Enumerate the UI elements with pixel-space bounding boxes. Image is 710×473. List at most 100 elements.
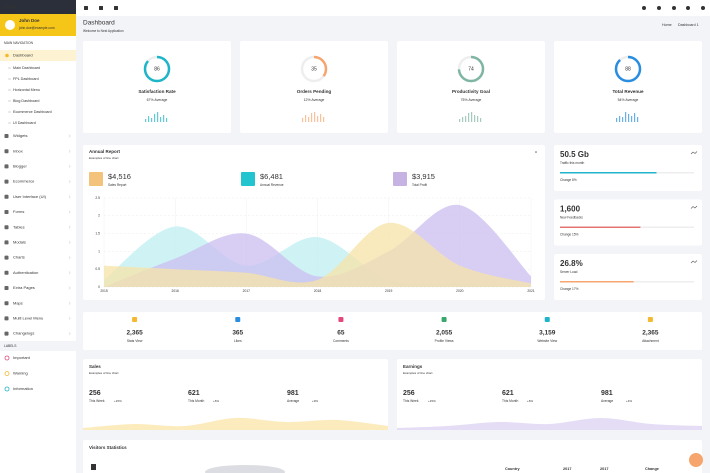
nav-item[interactable]: Dashboard [13, 53, 33, 58]
card [554, 199, 702, 246]
toolbar-icon[interactable] [642, 6, 646, 10]
chevron [68, 210, 71, 214]
kpi-title: Satisfaction Rate [138, 89, 176, 94]
breadcrumb[interactable]: Home [662, 23, 672, 27]
submenu-item[interactable]: Blog Dashboard [13, 99, 39, 103]
counter-label: Attachment [642, 339, 659, 343]
nav-item[interactable]: Tables [13, 224, 25, 229]
y-tick-label: 2 [98, 214, 100, 218]
stat-value: 26.8% [560, 259, 583, 268]
nav-item[interactable]: Inbox [13, 148, 23, 153]
stat-value: 1,600 [560, 205, 581, 214]
card [397, 359, 702, 430]
x-tick-label: 2021 [527, 289, 535, 293]
spark-bar [625, 112, 627, 122]
area [104, 222, 531, 287]
panel-title: Earnings [403, 364, 423, 369]
label-item[interactable]: Information [13, 386, 33, 391]
card [83, 312, 702, 350]
spark-bar [148, 116, 150, 122]
card [397, 41, 545, 133]
panel-label: This Month [188, 399, 204, 403]
table-header: 2017 [563, 467, 571, 471]
label-item[interactable]: Warning [13, 371, 28, 376]
panel-label: Average [601, 399, 613, 403]
nav-item[interactable]: Widgets [13, 133, 27, 138]
counter-label: Comments [333, 339, 349, 343]
menu-dots[interactable] [535, 151, 537, 153]
map-icon [91, 464, 96, 470]
submenu-item[interactable]: UI Dashboard [13, 121, 36, 125]
panel-change: +6% [213, 399, 219, 403]
toolbar-icon[interactable] [672, 6, 676, 10]
stat-change: Change 17% [560, 287, 579, 291]
nav-section: MAIN NAVIGATION [4, 41, 34, 45]
submenu-item[interactable]: FPL Dashboard [13, 77, 39, 81]
nav-item[interactable]: Multi Level Menu [13, 315, 43, 320]
counter-icon [647, 317, 653, 322]
submenu-item[interactable]: Horizontal Menu [13, 88, 40, 92]
spark-bar [468, 113, 470, 122]
kpi-note: 54% Average [618, 98, 639, 102]
counter-icon [544, 317, 550, 322]
panel-label: Average [287, 399, 299, 403]
summary-icon [393, 172, 407, 186]
nav-item[interactable]: Maps [13, 300, 23, 305]
spark-bar [474, 115, 476, 122]
nav-item[interactable]: Changelogs [13, 331, 34, 336]
counter-value: 2,055 [436, 330, 453, 337]
kpi-note: 75% Average [461, 98, 482, 102]
y-tick-label: 1 [98, 249, 100, 253]
toolbar-icon[interactable] [701, 6, 705, 10]
card [83, 440, 702, 473]
summary-label: Total Profit [412, 183, 427, 187]
chevron [68, 256, 71, 260]
summary-label: Annual Revenue [260, 183, 284, 187]
label-dot [4, 371, 10, 376]
chevron [68, 332, 71, 336]
kpi-title: Productivity Goal [452, 89, 490, 94]
panel-value: 981 [287, 390, 299, 397]
card [83, 41, 231, 133]
chat-button[interactable] [689, 453, 703, 467]
chevron [68, 134, 71, 138]
spark-bar [151, 118, 153, 122]
nav-item[interactable]: Authentication [13, 270, 38, 275]
nav-item[interactable]: Ecommerce [13, 179, 35, 184]
nav-item[interactable]: Blogger [13, 163, 27, 168]
spark-bar [622, 117, 624, 122]
page-subtitle: Welcome to Nest Application [83, 29, 124, 33]
donut-arc [614, 55, 642, 83]
nav-item[interactable]: Charts [13, 255, 25, 260]
nav-item[interactable]: Extra Pages [13, 285, 35, 290]
spark-bar [628, 114, 630, 122]
submenu-item[interactable]: Ecommerce Dashboard [13, 110, 52, 114]
nav-item[interactable]: User Interface (UI) [13, 194, 47, 199]
summary-value: $6,481 [260, 172, 283, 181]
nav-icon [4, 194, 9, 199]
toolbar-icon[interactable] [114, 6, 118, 10]
submenu-item[interactable]: Main Dashboard [13, 66, 40, 70]
spark-bar [166, 118, 168, 122]
spark-bar [634, 113, 636, 122]
user-box [0, 14, 76, 36]
spark-bar [480, 118, 482, 122]
spark-bar [311, 113, 313, 122]
toolbar-icon[interactable] [84, 6, 88, 10]
nav-item[interactable]: Modals [13, 239, 26, 244]
panel-title: Visitors Statistics [89, 445, 127, 450]
toolbar-icon[interactable] [99, 6, 103, 10]
toolbar-icon[interactable] [686, 6, 690, 10]
summary-value: $4,516 [108, 172, 131, 181]
nav-item[interactable]: Forms [13, 209, 24, 214]
chevron [68, 180, 71, 184]
label-item[interactable]: Important [13, 355, 31, 360]
chevron [68, 149, 71, 153]
panel-change: +15% [428, 399, 436, 403]
panel-subtitle: Examples of line chart [89, 371, 119, 375]
toolbar-icon[interactable] [657, 6, 661, 10]
spark-bar [323, 117, 325, 122]
counter-icon [441, 317, 447, 322]
chevron [68, 271, 71, 275]
panel-area [83, 417, 388, 430]
